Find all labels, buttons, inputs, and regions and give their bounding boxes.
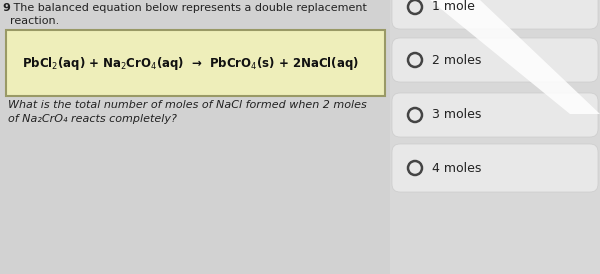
Text: reaction.: reaction. bbox=[10, 16, 59, 26]
Text: 2 moles: 2 moles bbox=[432, 53, 481, 67]
FancyBboxPatch shape bbox=[392, 0, 598, 29]
FancyBboxPatch shape bbox=[6, 30, 385, 96]
Polygon shape bbox=[430, 0, 600, 114]
Text: The balanced equation below represents a double replacement: The balanced equation below represents a… bbox=[10, 3, 367, 13]
Text: 4 moles: 4 moles bbox=[432, 161, 481, 175]
FancyBboxPatch shape bbox=[392, 38, 598, 82]
Text: 3 moles: 3 moles bbox=[432, 109, 481, 121]
FancyBboxPatch shape bbox=[390, 0, 600, 274]
FancyBboxPatch shape bbox=[392, 144, 598, 192]
Text: 9: 9 bbox=[2, 3, 10, 13]
Text: PbCl$_{2}$(aq) + Na$_{2}$CrO$_{4}$(aq)  →  PbCrO$_{4}$(s) + 2NaCl(aq): PbCl$_{2}$(aq) + Na$_{2}$CrO$_{4}$(aq) →… bbox=[22, 55, 358, 72]
Text: of Na₂CrO₄ reacts completely?: of Na₂CrO₄ reacts completely? bbox=[8, 114, 177, 124]
FancyBboxPatch shape bbox=[392, 93, 598, 137]
Text: What is the total number of moles of NaCl formed when 2 moles: What is the total number of moles of NaC… bbox=[8, 100, 367, 110]
Text: 1 mole: 1 mole bbox=[432, 1, 475, 13]
